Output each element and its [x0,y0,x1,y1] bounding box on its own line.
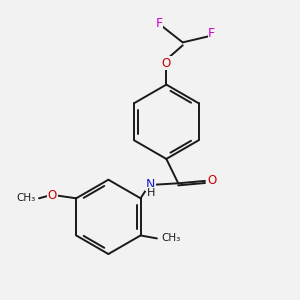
Text: F: F [156,17,163,30]
Text: CH₃: CH₃ [161,233,181,243]
Text: O: O [207,174,216,188]
Text: H: H [146,188,155,197]
Text: O: O [162,57,171,70]
Text: F: F [208,27,215,40]
Text: CH₃: CH₃ [16,193,35,203]
Text: N: N [146,178,155,191]
Text: O: O [48,189,57,202]
